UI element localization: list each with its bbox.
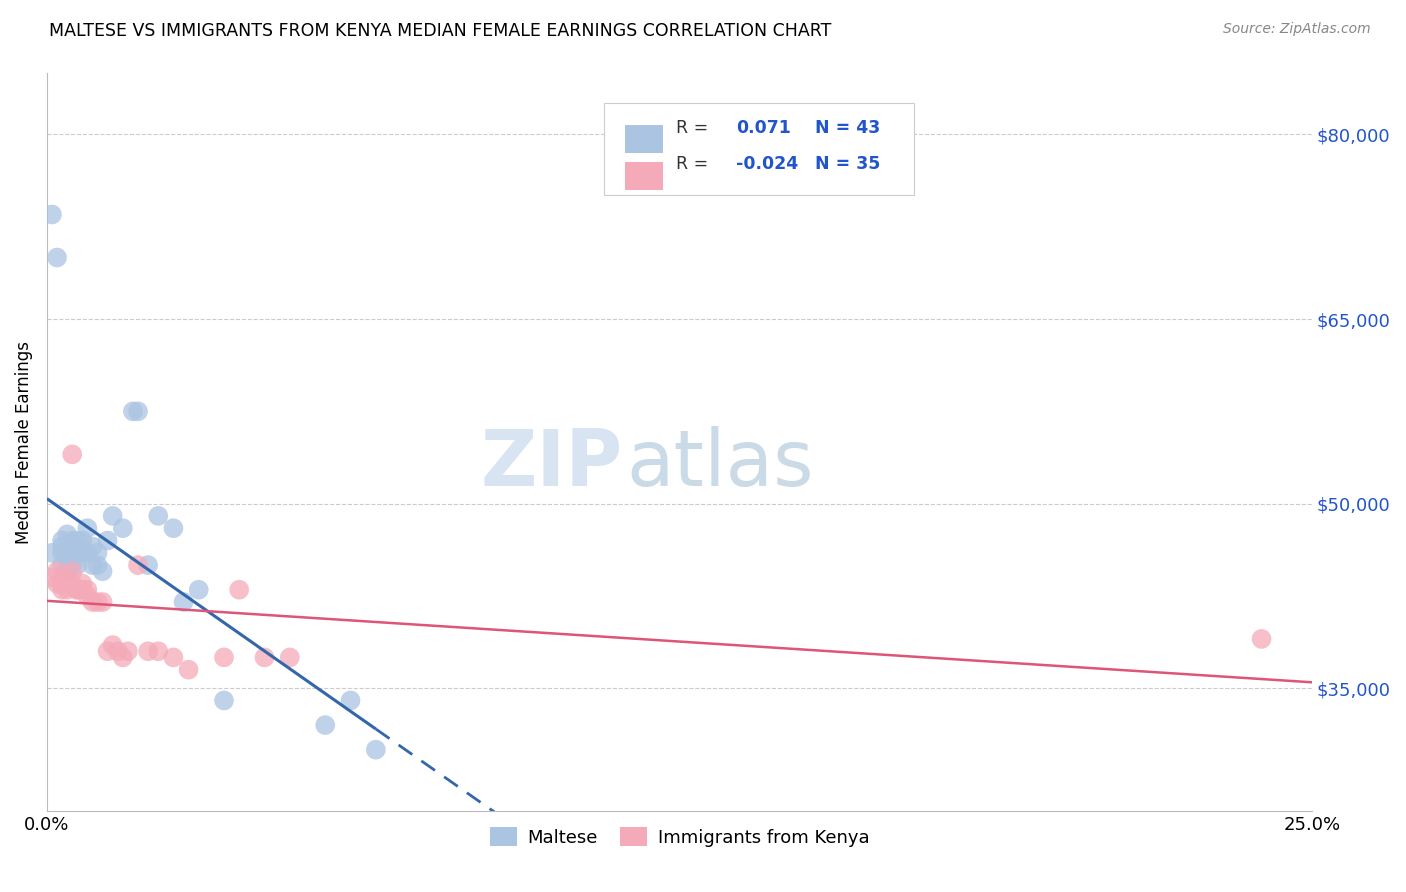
Point <box>127 558 149 573</box>
Point <box>51 533 73 548</box>
Text: N = 43: N = 43 <box>815 120 880 137</box>
Bar <box>626 161 664 190</box>
Point <box>51 582 73 597</box>
Point <box>66 558 89 573</box>
Point <box>253 650 276 665</box>
Point <box>91 595 114 609</box>
Point <box>97 644 120 658</box>
Y-axis label: Median Female Earnings: Median Female Earnings <box>15 341 32 543</box>
Point <box>51 546 73 560</box>
Point <box>364 742 387 756</box>
Point <box>51 570 73 584</box>
Point <box>82 558 104 573</box>
Point <box>148 644 170 658</box>
Text: ZIP: ZIP <box>481 426 623 502</box>
Point <box>162 650 184 665</box>
Point <box>107 644 129 658</box>
Point <box>187 582 209 597</box>
Point <box>97 533 120 548</box>
Point <box>228 582 250 597</box>
Point <box>82 595 104 609</box>
Point <box>76 521 98 535</box>
Point <box>162 521 184 535</box>
Point <box>86 558 108 573</box>
Point <box>66 546 89 560</box>
Point <box>76 582 98 597</box>
Point <box>339 693 361 707</box>
Point <box>177 663 200 677</box>
Point <box>72 576 94 591</box>
Point <box>60 558 83 573</box>
Point <box>111 650 134 665</box>
Point <box>136 644 159 658</box>
Legend: Maltese, Immigrants from Kenya: Maltese, Immigrants from Kenya <box>482 820 876 854</box>
Point <box>66 533 89 548</box>
Point <box>117 644 139 658</box>
Point <box>82 540 104 554</box>
Point <box>212 693 235 707</box>
Point <box>101 638 124 652</box>
Point <box>56 527 79 541</box>
Point <box>66 582 89 597</box>
Point <box>60 564 83 578</box>
Point <box>1250 632 1272 646</box>
Text: atlas: atlas <box>627 426 814 502</box>
Point <box>51 576 73 591</box>
Point <box>66 540 89 554</box>
Point <box>41 570 63 584</box>
Text: MALTESE VS IMMIGRANTS FROM KENYA MEDIAN FEMALE EARNINGS CORRELATION CHART: MALTESE VS IMMIGRANTS FROM KENYA MEDIAN … <box>49 22 831 40</box>
Point <box>41 546 63 560</box>
Point <box>56 570 79 584</box>
Point <box>46 251 69 265</box>
Point <box>76 546 98 560</box>
Point <box>173 595 195 609</box>
Point <box>51 540 73 554</box>
Point <box>314 718 336 732</box>
Point <box>136 558 159 573</box>
Point <box>56 564 79 578</box>
Point <box>60 447 83 461</box>
Point <box>60 576 83 591</box>
Point <box>86 595 108 609</box>
Text: -0.024: -0.024 <box>737 155 799 173</box>
Point <box>56 546 79 560</box>
Point <box>46 576 69 591</box>
Point <box>56 552 79 566</box>
Point <box>212 650 235 665</box>
Bar <box>626 125 664 153</box>
Point <box>148 508 170 523</box>
Point <box>56 582 79 597</box>
Text: 0.071: 0.071 <box>737 120 792 137</box>
Point <box>111 521 134 535</box>
Point <box>46 564 69 578</box>
Point <box>60 546 83 560</box>
Text: N = 35: N = 35 <box>815 155 880 173</box>
Point <box>60 533 83 548</box>
Text: Source: ZipAtlas.com: Source: ZipAtlas.com <box>1223 22 1371 37</box>
Point <box>60 552 83 566</box>
Point <box>51 558 73 573</box>
Point <box>101 508 124 523</box>
FancyBboxPatch shape <box>603 103 914 194</box>
Point <box>76 589 98 603</box>
Point <box>41 207 63 221</box>
Point <box>60 540 83 554</box>
Point <box>66 582 89 597</box>
Point <box>127 404 149 418</box>
Text: R =: R = <box>676 120 713 137</box>
Point <box>122 404 145 418</box>
Point <box>72 582 94 597</box>
Point <box>72 533 94 548</box>
Point <box>91 564 114 578</box>
Point <box>86 546 108 560</box>
Point <box>72 546 94 560</box>
Point <box>278 650 301 665</box>
Text: R =: R = <box>676 155 713 173</box>
